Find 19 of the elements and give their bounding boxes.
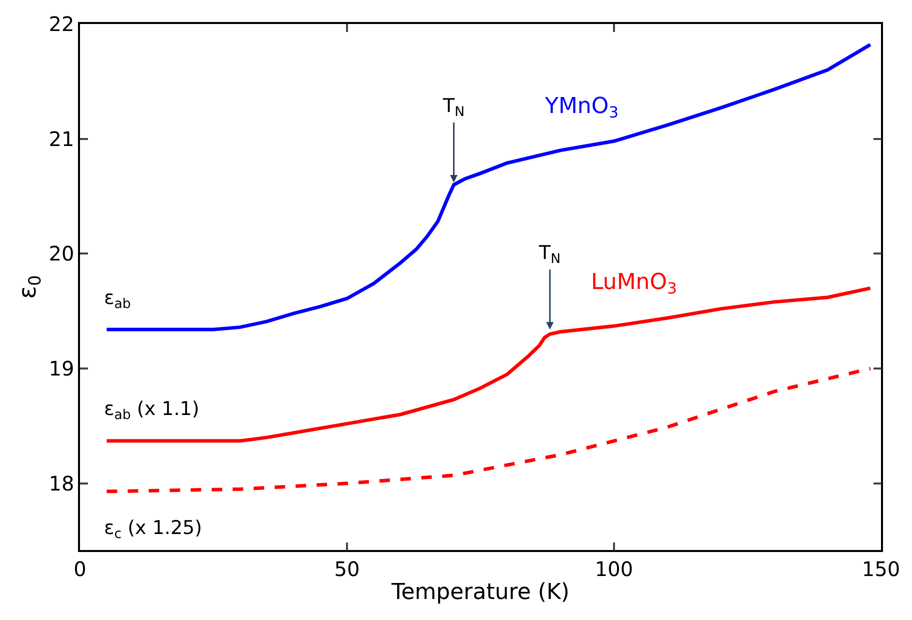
series-label: LuMnO$_{3}$ xyxy=(591,270,677,298)
line-series xyxy=(104,42,872,332)
annotation: ε$_{ab}$ (x 1.1) xyxy=(104,398,200,423)
annotation: ε$_{ab}$ xyxy=(104,287,131,312)
x-tick-label: 150 xyxy=(862,556,900,581)
y-tick-label: 18 xyxy=(48,471,74,496)
x-axis-title: Temperature (K) xyxy=(390,580,570,606)
series-label: YMnO$_{3}$ xyxy=(544,94,618,122)
y-tick-label: 19 xyxy=(48,356,74,381)
line-series xyxy=(104,366,872,494)
annotation: T$_{N}$ xyxy=(442,95,465,120)
annotation: T$_{N}$ xyxy=(538,242,561,267)
y-tick-label: 22 xyxy=(48,12,74,36)
y-tick-label: 20 xyxy=(48,242,74,266)
x-tick-label: 100 xyxy=(594,556,634,581)
x-tick-label: 50 xyxy=(334,556,360,581)
annotation: ε$_{c}$ (x 1.25) xyxy=(104,517,202,542)
x-tick-label: 0 xyxy=(74,556,86,581)
y-tick-label: 21 xyxy=(48,126,74,151)
